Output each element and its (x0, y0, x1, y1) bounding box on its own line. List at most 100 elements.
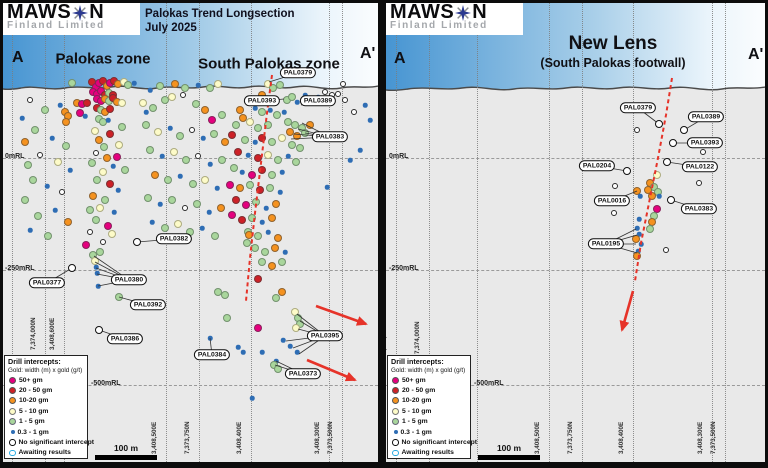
intercept-dot (44, 232, 52, 240)
grid-coordinate-label: 3,408,400E (236, 421, 243, 454)
intercept-dot (246, 181, 254, 189)
zone-title: Palokas zone (55, 50, 151, 68)
legend-item: 10-20 gm (391, 396, 468, 406)
intercept-dot (59, 189, 65, 195)
intercept-dot (156, 82, 164, 90)
intercept-dot (265, 229, 271, 235)
drillhole-label: PAL0389 (299, 95, 337, 107)
intercept-dot (217, 204, 225, 212)
intercept-dot (76, 109, 84, 117)
legend-item: 50+ gm (8, 375, 85, 385)
legend-swatch-g-icon (9, 418, 16, 426)
intercept-dot (91, 257, 99, 265)
legend-item-label: 1 - 5 gm (19, 418, 45, 426)
plunge-arrow (619, 290, 635, 332)
intercept-dot (100, 239, 106, 245)
intercept-dot (234, 148, 242, 156)
intercept-dot (611, 210, 617, 216)
intercept-dot (335, 91, 341, 97)
grid-coordinate-label: 7,373,750N (567, 421, 574, 454)
intercept-dot (106, 180, 114, 188)
intercept-dot (118, 123, 126, 131)
legend-item: 50+ gm (391, 375, 468, 385)
elevation-label: -500mRL (474, 380, 504, 387)
grid-coordinate-label: 3,408,700N (386, 321, 388, 354)
intercept-dot (88, 159, 96, 167)
intercept-dot (367, 117, 373, 123)
intercept-dot (252, 105, 258, 111)
scale-bar-label: 100 m (496, 443, 522, 453)
intercept-dot (240, 349, 246, 355)
intercept-dot (280, 337, 286, 343)
intercept-dot (201, 176, 209, 184)
intercept-dot (214, 80, 222, 88)
intercept-dot (195, 153, 201, 159)
scale-bar-line (95, 455, 157, 460)
intercept-dot (49, 135, 55, 141)
intercept-dot (278, 134, 286, 142)
drillhole-collar-circle (623, 167, 631, 175)
intercept-dot (115, 141, 123, 149)
intercept-dot (94, 270, 100, 276)
legend-swatch-y-icon (9, 407, 16, 415)
drillhole-label: PAL0395 (306, 330, 344, 342)
intercept-dot (268, 214, 276, 222)
intercept-dot (634, 225, 640, 231)
intercept-dot (296, 144, 304, 152)
intercept-dot (636, 216, 642, 222)
intercept-dot (292, 324, 300, 332)
legend-swatch-c-icon (392, 449, 399, 457)
intercept-dot (278, 258, 286, 266)
intercept-dot (62, 142, 70, 150)
intercept-dot (264, 121, 272, 129)
intercept-dot (19, 115, 25, 121)
intercept-dot (95, 136, 103, 144)
legend: Drill intercepts: Gold: width (m) x gold… (4, 355, 94, 459)
intercept-dot (228, 131, 236, 139)
intercept-dot (294, 99, 300, 105)
intercept-dot (274, 234, 282, 242)
grid-coordinate-label: 3,408,300E (314, 421, 321, 454)
elevation-gridline (386, 158, 765, 159)
intercept-dot (189, 180, 197, 188)
legend-item-label: 5 - 10 gm (19, 407, 49, 415)
scale-bar: 100 m (95, 444, 157, 460)
legend-item-label: 20 - 50 gm (402, 387, 436, 395)
intercept-dot (147, 87, 153, 93)
intercept-dot (259, 349, 265, 355)
intercept-dot (282, 249, 288, 255)
intercept-dot (31, 126, 39, 134)
elevation-label: -250mRL (5, 265, 35, 272)
drillhole-label: PAL0383 (680, 203, 718, 215)
elevation-gridline (3, 158, 378, 159)
intercept-dot (52, 207, 58, 213)
intercept-dot (192, 100, 200, 108)
legend-swatch-w-icon (392, 439, 399, 446)
intercept-dot (241, 136, 249, 144)
grid-line (582, 3, 583, 462)
elevation-label: 0mRL (5, 153, 25, 160)
intercept-dot (271, 244, 279, 252)
intercept-dot (207, 161, 213, 167)
legend-swatch-g-icon (392, 418, 399, 426)
elevation-label: -250mRL (389, 265, 419, 272)
legend-item: 0.3 - 1 gm (391, 427, 468, 437)
drillhole-label: PAL0393 (686, 137, 724, 149)
intercept-dot (157, 201, 163, 207)
intercept-dot (174, 220, 182, 228)
intercept-dot (277, 189, 283, 195)
drillhole-label: PAL0380 (110, 274, 148, 286)
intercept-dot (105, 117, 111, 123)
intercept-dot (37, 152, 43, 158)
intercept-dot (267, 107, 273, 113)
intercept-dot (218, 156, 226, 164)
drillhole-label: PAL0384 (193, 349, 231, 361)
intercept-dot (287, 343, 293, 349)
intercept-dot (261, 248, 269, 256)
intercept-dot (254, 124, 262, 132)
intercept-dot (663, 247, 669, 253)
scale-bar-label: 100 m (113, 443, 139, 453)
intercept-dot (656, 193, 662, 199)
intercept-dot (347, 157, 353, 163)
figure-title: Palokas Trend Longsection July 2025 (145, 8, 295, 35)
